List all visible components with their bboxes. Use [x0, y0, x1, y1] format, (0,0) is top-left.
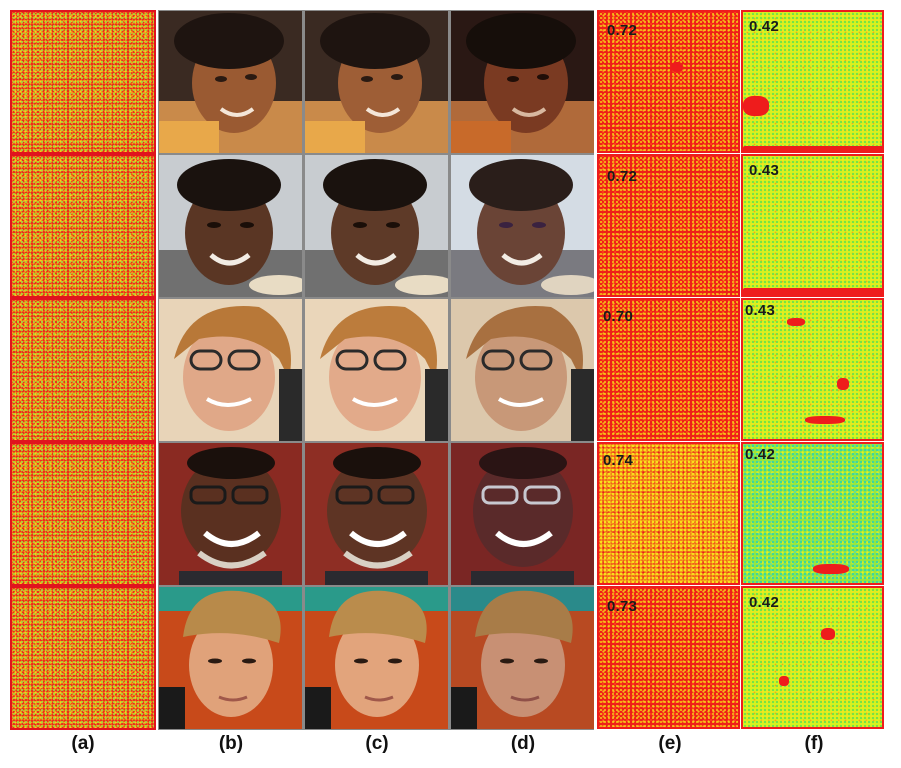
noise-map [10, 10, 156, 154]
face-image-c-row4 [305, 443, 448, 585]
score-e-row1: 0.72 [607, 22, 637, 39]
heatmap-f-row2: 0.43 [741, 154, 884, 297]
noise-map [10, 442, 156, 586]
column-label-d: (d) [510, 733, 536, 754]
heatmap-blob [779, 676, 789, 686]
heatmap-e-row4: 0.74 [597, 442, 740, 585]
heatmap-blob [743, 288, 882, 295]
score-f-row1: 0.42 [749, 18, 779, 35]
heatmap-blob [671, 62, 683, 72]
heatmap-f-row5: 0.42 [741, 586, 884, 729]
face-image-c-row3 [305, 299, 448, 441]
heatmap-e-row2: 0.72 [597, 154, 740, 297]
heatmap-blob [743, 96, 769, 116]
face-image-b-row2 [159, 155, 302, 297]
heatmap-blob [743, 146, 882, 151]
face-image-b-row1 [159, 11, 302, 153]
face-image-d-row3 [451, 299, 594, 441]
heatmap-blob [805, 416, 845, 424]
heatmap-blob [787, 318, 805, 326]
heatmap-e-row1: 0.72 [597, 10, 740, 153]
face-image-d-row5 [451, 587, 594, 729]
face-image-c-row1 [305, 11, 448, 153]
score-f-row3: 0.43 [745, 302, 775, 319]
face-image-c-row5 [305, 587, 448, 729]
noise-map [10, 298, 156, 442]
score-e-row4: 0.74 [603, 452, 633, 469]
column-label-b: (b) [218, 733, 244, 754]
score-e-row3: 0.70 [603, 308, 633, 325]
score-e-row2: 0.72 [607, 168, 637, 185]
heatmap-blob [821, 628, 835, 640]
column-label-e: (e) [658, 733, 682, 754]
column-a-noise-maps [10, 10, 156, 730]
face-image-b-row4 [159, 443, 302, 585]
column-label-f: (f) [804, 733, 824, 754]
face-image-b-row5 [159, 587, 302, 729]
column-label-a: (a) [71, 733, 95, 754]
face-image-c-row2 [305, 155, 448, 297]
noise-map [10, 586, 156, 730]
heatmap-blob [813, 564, 849, 574]
heatmap-f-row1: 0.42 [741, 10, 884, 153]
heatmap-e-row5: 0.73 [597, 586, 740, 729]
score-f-row2: 0.43 [749, 162, 779, 179]
heatmap-blob [837, 378, 849, 390]
score-e-row5: 0.73 [607, 598, 637, 615]
column-label-c: (c) [365, 733, 389, 754]
face-image-d-row1 [451, 11, 594, 153]
score-f-row4: 0.42 [745, 446, 775, 463]
heatmap-e-row3: 0.70 [597, 298, 740, 441]
score-f-row5: 0.42 [749, 594, 779, 611]
face-image-d-row4 [451, 443, 594, 585]
face-image-grid [158, 10, 594, 730]
noise-map [10, 154, 156, 298]
heatmap-f-row3: 0.43 [741, 298, 884, 441]
face-image-b-row3 [159, 299, 302, 441]
heatmap-f-row4: 0.42 [741, 442, 884, 585]
face-image-d-row2 [451, 155, 594, 297]
